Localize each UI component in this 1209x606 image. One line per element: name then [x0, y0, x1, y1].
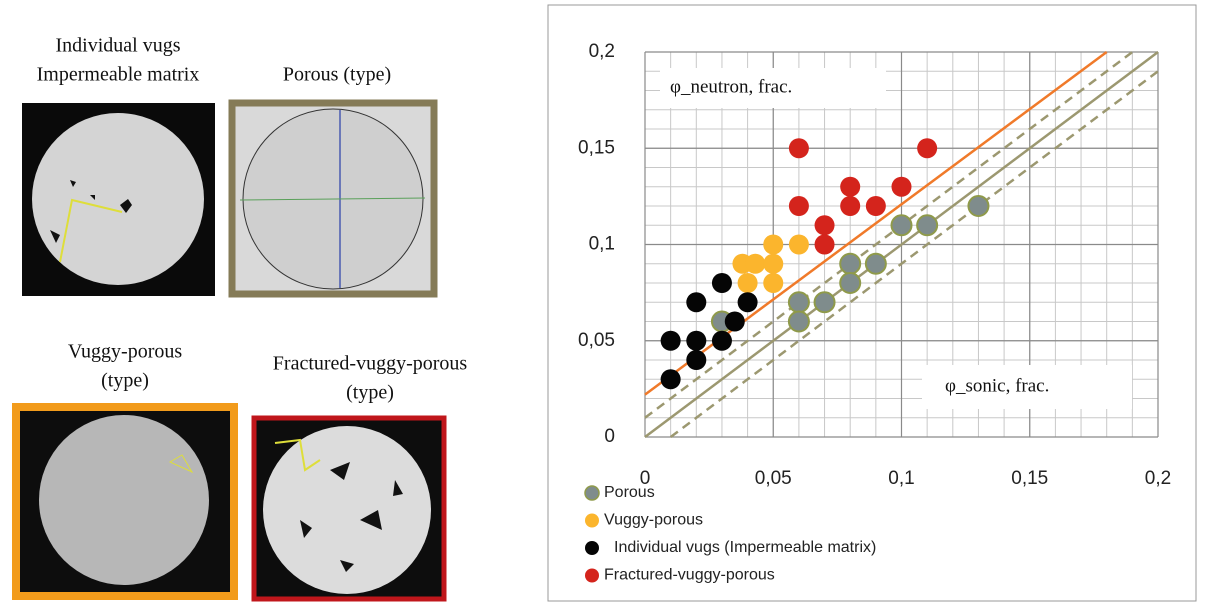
point	[789, 235, 809, 255]
point	[892, 215, 912, 235]
point	[725, 312, 745, 332]
point	[789, 292, 809, 312]
image-caption: Impermeable matrix	[37, 64, 200, 86]
x-axis-label: φ_sonic, frac.	[945, 375, 1049, 396]
x-tick-label: 0,15	[1011, 468, 1048, 489]
point	[712, 273, 732, 293]
point	[815, 292, 835, 312]
y-tick-label: 0,1	[589, 234, 615, 255]
point	[738, 292, 758, 312]
core-disc	[39, 415, 209, 585]
point	[866, 196, 886, 216]
image-caption: (type)	[101, 370, 149, 392]
core-disc	[32, 113, 204, 285]
point	[866, 254, 886, 274]
point	[892, 177, 912, 197]
image-caption: Vuggy-porous	[68, 341, 183, 363]
point	[789, 312, 809, 332]
point	[840, 177, 860, 197]
image-caption: (type)	[346, 382, 394, 404]
legend-marker	[585, 486, 599, 500]
point	[763, 254, 783, 274]
y-tick-label: 0,05	[578, 330, 615, 351]
point	[789, 138, 809, 158]
point	[840, 273, 860, 293]
point	[661, 369, 681, 389]
y-tick-label: 0,2	[589, 41, 615, 62]
point	[815, 235, 835, 255]
point	[815, 215, 835, 235]
x-tick-label: 0,2	[1145, 468, 1171, 489]
point	[917, 138, 937, 158]
x-tick-label: 0,05	[755, 468, 792, 489]
y-axis-label: φ_neutron, frac.	[670, 76, 792, 97]
point	[789, 196, 809, 216]
point	[745, 254, 765, 274]
legend-label: Vuggy-porous	[604, 512, 703, 529]
figure: 00,050,10,150,200,050,10,150,2φ_neutron,…	[0, 0, 1209, 606]
point	[738, 273, 758, 293]
point	[763, 235, 783, 255]
point	[763, 273, 783, 293]
legend-label: Individual vugs (Impermeable matrix)	[614, 539, 876, 556]
point	[840, 254, 860, 274]
point	[686, 331, 706, 351]
legend-label: Fractured-vuggy-porous	[604, 567, 775, 584]
legend-label: Porous	[604, 484, 655, 501]
point	[712, 331, 732, 351]
point	[661, 331, 681, 351]
legend-marker	[585, 541, 599, 555]
image-caption: Individual vugs	[56, 35, 181, 57]
image-caption: Fractured-vuggy-porous	[273, 353, 468, 375]
point	[968, 196, 988, 216]
x-tick-label: 0,1	[888, 468, 914, 489]
point	[917, 215, 937, 235]
point	[686, 292, 706, 312]
y-tick-label: 0,15	[578, 137, 615, 158]
point	[686, 350, 706, 370]
legend-marker	[585, 569, 599, 583]
legend-marker	[585, 514, 599, 528]
image-caption: Porous (type)	[283, 64, 391, 86]
point	[840, 196, 860, 216]
y-tick-label: 0	[604, 426, 615, 447]
